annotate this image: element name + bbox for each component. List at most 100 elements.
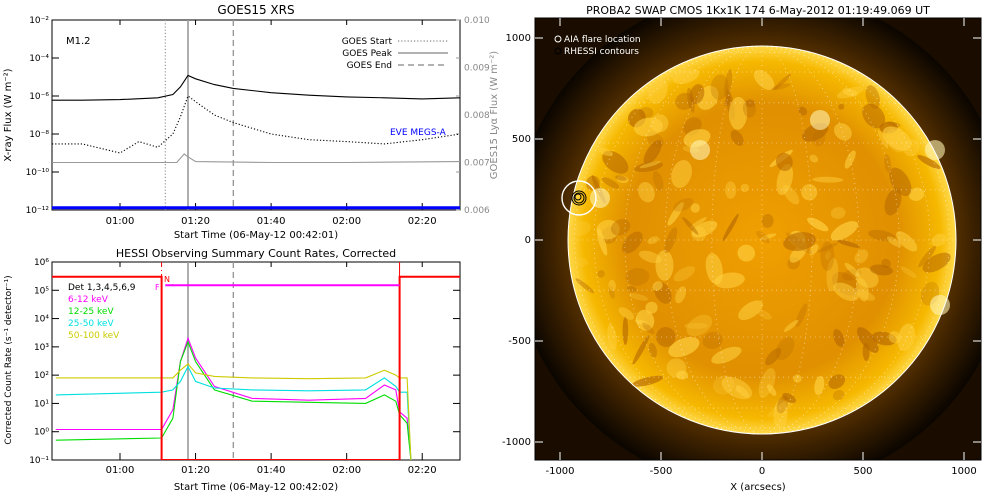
solar-feature [833, 282, 859, 302]
goes-y-tick-label: 10⁻² [29, 16, 49, 26]
legend-rhessi-symbol [554, 47, 562, 55]
solar-feature [793, 374, 802, 383]
swap-solar-image-panel: PROBA2 SWAP CMOS 1Kx1K 174 6-May-2012 01… [502, 4, 982, 493]
solar-feature [738, 300, 763, 321]
solar-feature [655, 250, 674, 281]
solar-feature [618, 307, 635, 320]
goes-series-line [52, 153, 460, 164]
hessi-y-tick-label: 10⁴ [34, 315, 49, 325]
swap-x-tick-label: -1000 [545, 466, 574, 477]
swap-frame [534, 17, 982, 461]
solar-feature [675, 92, 694, 110]
hessi-legend-label: 50-100 keV [68, 331, 120, 341]
hessi-series-line [55, 363, 412, 460]
active-region [690, 140, 710, 160]
solar-feature [856, 289, 876, 301]
goes-x-tick-label: 01:20 [181, 216, 210, 227]
solar-feature [776, 152, 793, 172]
hessi-x-tick-label: 01:00 [106, 465, 135, 476]
solar-feature [801, 184, 818, 201]
hessi-xlabel: Start Time (06-May-12 00:42:02) [174, 482, 338, 493]
solar-feature [817, 242, 838, 253]
solar-feature [776, 164, 794, 196]
goes-xrs-chart: GOES15 XRS 10⁻¹² 10⁻¹⁰ 10⁻⁸ 10⁻⁶ 10⁻⁴ 10⁻² 0.… [3, 3, 500, 241]
hessi-flag-f: F [155, 283, 160, 292]
hessi-series-line [52, 275, 460, 460]
solar-feature [724, 96, 731, 106]
solar-feature [832, 390, 845, 401]
solar-feature [830, 221, 859, 241]
solar-feature [830, 207, 846, 219]
hessi-x-tick-label: 01:40 [257, 465, 286, 476]
solar-feature [771, 83, 791, 91]
solar-feature [682, 216, 699, 235]
solar-feature [807, 217, 829, 232]
goes-right-ylabel: GOES15 Lyα Flux (W m⁻²) [489, 51, 500, 179]
goes-series-line [52, 95, 460, 154]
goes-title: GOES15 XRS [217, 3, 294, 17]
goes-time-markers [164, 20, 235, 210]
hessi-y-ticks: 10⁻¹ 10⁰ 10¹ 10² 10³ 10⁴ 10⁵ 10⁶ [29, 258, 460, 466]
solar-feature [714, 272, 745, 289]
hessi-legend-label: 6-12 keV [68, 295, 109, 305]
solar-feature [666, 358, 687, 378]
hessi-legend: 6-12 keV 12-25 keV 25-50 keV 50-100 keV [68, 295, 120, 341]
solar-feature [642, 322, 655, 335]
swap-x-tick-label: 0 [759, 466, 765, 477]
goes-y-tick-label: 10⁻⁴ [29, 54, 49, 64]
solar-feature [795, 303, 808, 327]
legend-rhessi-label: RHESSI contours [564, 47, 639, 57]
solar-feature [782, 184, 800, 205]
solar-feature [742, 99, 756, 118]
solar-feature [608, 279, 616, 292]
solar-feature [671, 160, 692, 188]
solar-feature [884, 154, 892, 173]
goes-legend-label: GOES Start [342, 37, 393, 47]
solar-feature [871, 331, 897, 346]
solar-image [535, 18, 981, 460]
solar-feature [622, 231, 643, 254]
solar-feature [836, 239, 861, 248]
swap-x-ticks: -1000 -500 0 500 1000 [545, 18, 977, 477]
rhessi-contours-marker [571, 190, 587, 206]
solar-feature [634, 161, 664, 173]
solar-feature [833, 329, 845, 348]
goes-y-tick-label: 10⁻⁶ [29, 92, 49, 102]
solar-feature [710, 74, 729, 100]
solar-feature [638, 181, 655, 203]
solar-feature [757, 310, 772, 320]
solar-feature [812, 130, 826, 147]
solar-feature [908, 187, 925, 201]
heliographic-grid [568, 45, 956, 435]
solar-feature [686, 314, 713, 337]
solar-feature [639, 161, 661, 169]
goes-legend-label: GOES Peak [342, 49, 392, 59]
solar-limb [567, 45, 957, 435]
goes-y-tick-label: 10⁻¹² [26, 206, 50, 216]
solar-feature [652, 171, 664, 191]
solar-feature [626, 285, 637, 292]
solar-feature [886, 236, 902, 248]
solar-feature [765, 348, 782, 366]
hessi-y-tick-label: 10³ [34, 343, 49, 353]
hessi-x-tick-label: 02:20 [408, 465, 437, 476]
swap-x-tick-label: 500 [853, 466, 872, 477]
solar-feature [865, 85, 881, 110]
solar-feature [724, 69, 733, 99]
solar-feature [868, 229, 896, 242]
solar-feature [689, 217, 707, 229]
solar-feature [809, 154, 819, 163]
solar-feature [570, 221, 591, 236]
solar-feature [575, 278, 595, 294]
solar-feature [607, 324, 617, 351]
solar-feature [855, 267, 879, 288]
solar-feature [689, 84, 705, 105]
solar-feature [838, 103, 845, 110]
solar-feature [896, 231, 918, 252]
hessi-flag-n: N [164, 275, 170, 284]
hessi-count-rate-chart: HESSI Observing Summary Count Rates, Cor… [4, 247, 461, 493]
solar-feature [675, 286, 687, 304]
goes-y-ticks: 10⁻¹² 10⁻¹⁰ 10⁻⁸ 10⁻⁶ 10⁻⁴ 10⁻² [26, 16, 460, 216]
active-region [925, 140, 945, 160]
